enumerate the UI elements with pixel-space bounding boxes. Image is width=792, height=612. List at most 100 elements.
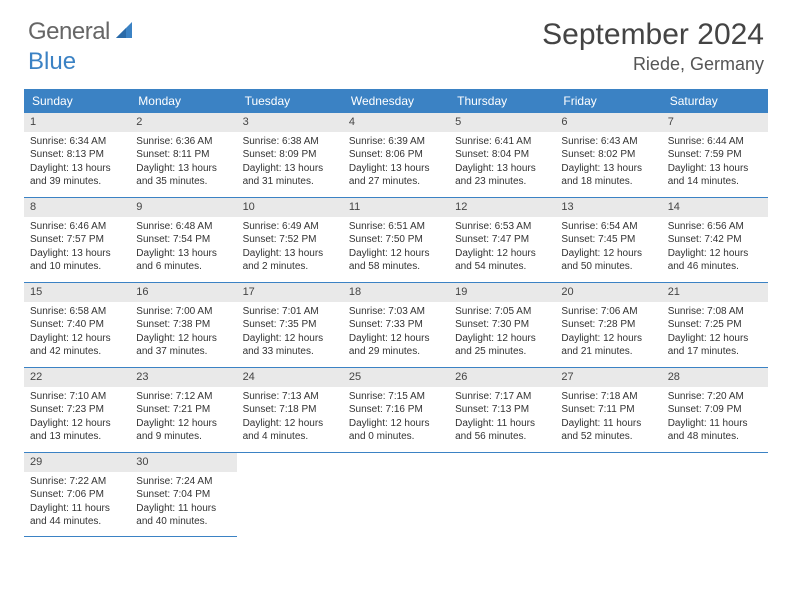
day-cell: 4Sunrise: 6:39 AMSunset: 8:06 PMDaylight… xyxy=(343,113,449,197)
day-header-row: Sunday Monday Tuesday Wednesday Thursday… xyxy=(24,89,768,113)
day-cell: 15Sunrise: 6:58 AMSunset: 7:40 PMDayligh… xyxy=(24,283,130,367)
day-number: 13 xyxy=(555,198,661,217)
empty-cell xyxy=(555,453,661,537)
sunrise-line: Sunrise: 6:54 AM xyxy=(561,220,655,234)
day-number: 20 xyxy=(555,283,661,302)
day-cell: 17Sunrise: 7:01 AMSunset: 7:35 PMDayligh… xyxy=(237,283,343,367)
day-number: 3 xyxy=(237,113,343,132)
sunset-line: Sunset: 7:06 PM xyxy=(30,488,124,502)
day-header: Saturday xyxy=(662,89,768,113)
week-row: 29Sunrise: 7:22 AMSunset: 7:06 PMDayligh… xyxy=(24,453,768,537)
daylight-line: Daylight: 13 hours and 27 minutes. xyxy=(349,162,443,189)
empty-cell xyxy=(343,453,449,537)
day-header: Wednesday xyxy=(343,89,449,113)
day-info: Sunrise: 7:17 AMSunset: 7:13 PMDaylight:… xyxy=(449,387,555,450)
sunset-line: Sunset: 7:54 PM xyxy=(136,233,230,247)
daylight-line: Daylight: 12 hours and 29 minutes. xyxy=(349,332,443,359)
sunrise-line: Sunrise: 7:15 AM xyxy=(349,390,443,404)
day-info: Sunrise: 7:08 AMSunset: 7:25 PMDaylight:… xyxy=(662,302,768,365)
day-number: 2 xyxy=(130,113,236,132)
sunset-line: Sunset: 7:57 PM xyxy=(30,233,124,247)
daylight-line: Daylight: 13 hours and 2 minutes. xyxy=(243,247,337,274)
daylight-line: Daylight: 13 hours and 31 minutes. xyxy=(243,162,337,189)
daylight-line: Daylight: 12 hours and 13 minutes. xyxy=(30,417,124,444)
day-number: 21 xyxy=(662,283,768,302)
sunset-line: Sunset: 7:23 PM xyxy=(30,403,124,417)
sunrise-line: Sunrise: 7:10 AM xyxy=(30,390,124,404)
day-number: 22 xyxy=(24,368,130,387)
daylight-line: Daylight: 13 hours and 14 minutes. xyxy=(668,162,762,189)
empty-cell xyxy=(237,453,343,537)
daylight-line: Daylight: 13 hours and 6 minutes. xyxy=(136,247,230,274)
sunrise-line: Sunrise: 7:06 AM xyxy=(561,305,655,319)
sunrise-line: Sunrise: 7:24 AM xyxy=(136,475,230,489)
day-cell: 24Sunrise: 7:13 AMSunset: 7:18 PMDayligh… xyxy=(237,368,343,452)
sunrise-line: Sunrise: 7:05 AM xyxy=(455,305,549,319)
day-number: 8 xyxy=(24,198,130,217)
day-info: Sunrise: 7:13 AMSunset: 7:18 PMDaylight:… xyxy=(237,387,343,450)
sunset-line: Sunset: 7:13 PM xyxy=(455,403,549,417)
sunrise-line: Sunrise: 6:36 AM xyxy=(136,135,230,149)
daylight-line: Daylight: 11 hours and 52 minutes. xyxy=(561,417,655,444)
day-info: Sunrise: 6:38 AMSunset: 8:09 PMDaylight:… xyxy=(237,132,343,195)
sunrise-line: Sunrise: 6:39 AM xyxy=(349,135,443,149)
sunset-line: Sunset: 7:38 PM xyxy=(136,318,230,332)
sunrise-line: Sunrise: 6:53 AM xyxy=(455,220,549,234)
daylight-line: Daylight: 13 hours and 39 minutes. xyxy=(30,162,124,189)
day-number: 9 xyxy=(130,198,236,217)
day-cell: 5Sunrise: 6:41 AMSunset: 8:04 PMDaylight… xyxy=(449,113,555,197)
day-info: Sunrise: 6:41 AMSunset: 8:04 PMDaylight:… xyxy=(449,132,555,195)
sunset-line: Sunset: 7:52 PM xyxy=(243,233,337,247)
sunset-line: Sunset: 7:45 PM xyxy=(561,233,655,247)
day-info: Sunrise: 7:12 AMSunset: 7:21 PMDaylight:… xyxy=(130,387,236,450)
day-number: 27 xyxy=(555,368,661,387)
sunrise-line: Sunrise: 6:48 AM xyxy=(136,220,230,234)
day-number: 24 xyxy=(237,368,343,387)
week-row: 8Sunrise: 6:46 AMSunset: 7:57 PMDaylight… xyxy=(24,198,768,283)
day-info: Sunrise: 7:06 AMSunset: 7:28 PMDaylight:… xyxy=(555,302,661,365)
day-header: Friday xyxy=(555,89,661,113)
sunrise-line: Sunrise: 6:43 AM xyxy=(561,135,655,149)
day-cell: 20Sunrise: 7:06 AMSunset: 7:28 PMDayligh… xyxy=(555,283,661,367)
daylight-line: Daylight: 13 hours and 35 minutes. xyxy=(136,162,230,189)
day-cell: 26Sunrise: 7:17 AMSunset: 7:13 PMDayligh… xyxy=(449,368,555,452)
day-number: 17 xyxy=(237,283,343,302)
day-cell: 25Sunrise: 7:15 AMSunset: 7:16 PMDayligh… xyxy=(343,368,449,452)
title-block: September 2024 Riede, Germany xyxy=(542,18,764,75)
sunset-line: Sunset: 7:47 PM xyxy=(455,233,549,247)
day-cell: 19Sunrise: 7:05 AMSunset: 7:30 PMDayligh… xyxy=(449,283,555,367)
day-number: 12 xyxy=(449,198,555,217)
daylight-line: Daylight: 12 hours and 9 minutes. xyxy=(136,417,230,444)
day-number: 10 xyxy=(237,198,343,217)
day-number: 23 xyxy=(130,368,236,387)
day-cell: 12Sunrise: 6:53 AMSunset: 7:47 PMDayligh… xyxy=(449,198,555,282)
sunset-line: Sunset: 8:13 PM xyxy=(30,148,124,162)
day-number: 18 xyxy=(343,283,449,302)
daylight-line: Daylight: 12 hours and 21 minutes. xyxy=(561,332,655,359)
day-cell: 8Sunrise: 6:46 AMSunset: 7:57 PMDaylight… xyxy=(24,198,130,282)
daylight-line: Daylight: 12 hours and 50 minutes. xyxy=(561,247,655,274)
day-info: Sunrise: 6:34 AMSunset: 8:13 PMDaylight:… xyxy=(24,132,130,195)
sunset-line: Sunset: 7:16 PM xyxy=(349,403,443,417)
daylight-line: Daylight: 11 hours and 48 minutes. xyxy=(668,417,762,444)
daylight-line: Daylight: 12 hours and 46 minutes. xyxy=(668,247,762,274)
day-info: Sunrise: 6:43 AMSunset: 8:02 PMDaylight:… xyxy=(555,132,661,195)
day-info: Sunrise: 6:53 AMSunset: 7:47 PMDaylight:… xyxy=(449,217,555,280)
day-cell: 16Sunrise: 7:00 AMSunset: 7:38 PMDayligh… xyxy=(130,283,236,367)
daylight-line: Daylight: 12 hours and 54 minutes. xyxy=(455,247,549,274)
day-cell: 13 Sunrise: 6:54 AMSunset: 7:45 PMDayligh… xyxy=(555,198,661,282)
day-info: Sunrise: 6:46 AMSunset: 7:57 PMDaylight:… xyxy=(24,217,130,280)
sunset-line: Sunset: 8:02 PM xyxy=(561,148,655,162)
day-info: Sunrise: 7:18 AMSunset: 7:11 PMDaylight:… xyxy=(555,387,661,450)
day-number: 11 xyxy=(343,198,449,217)
sunset-line: Sunset: 7:11 PM xyxy=(561,403,655,417)
sunrise-line: Sunrise: 6:56 AM xyxy=(668,220,762,234)
sunrise-line: Sunrise: 7:20 AM xyxy=(668,390,762,404)
sunset-line: Sunset: 7:25 PM xyxy=(668,318,762,332)
week-row: 15Sunrise: 6:58 AMSunset: 7:40 PMDayligh… xyxy=(24,283,768,368)
logo-sail-icon xyxy=(114,20,136,40)
daylight-line: Daylight: 12 hours and 4 minutes. xyxy=(243,417,337,444)
sunrise-line: Sunrise: 7:13 AM xyxy=(243,390,337,404)
sunset-line: Sunset: 7:35 PM xyxy=(243,318,337,332)
sunrise-line: Sunrise: 6:49 AM xyxy=(243,220,337,234)
